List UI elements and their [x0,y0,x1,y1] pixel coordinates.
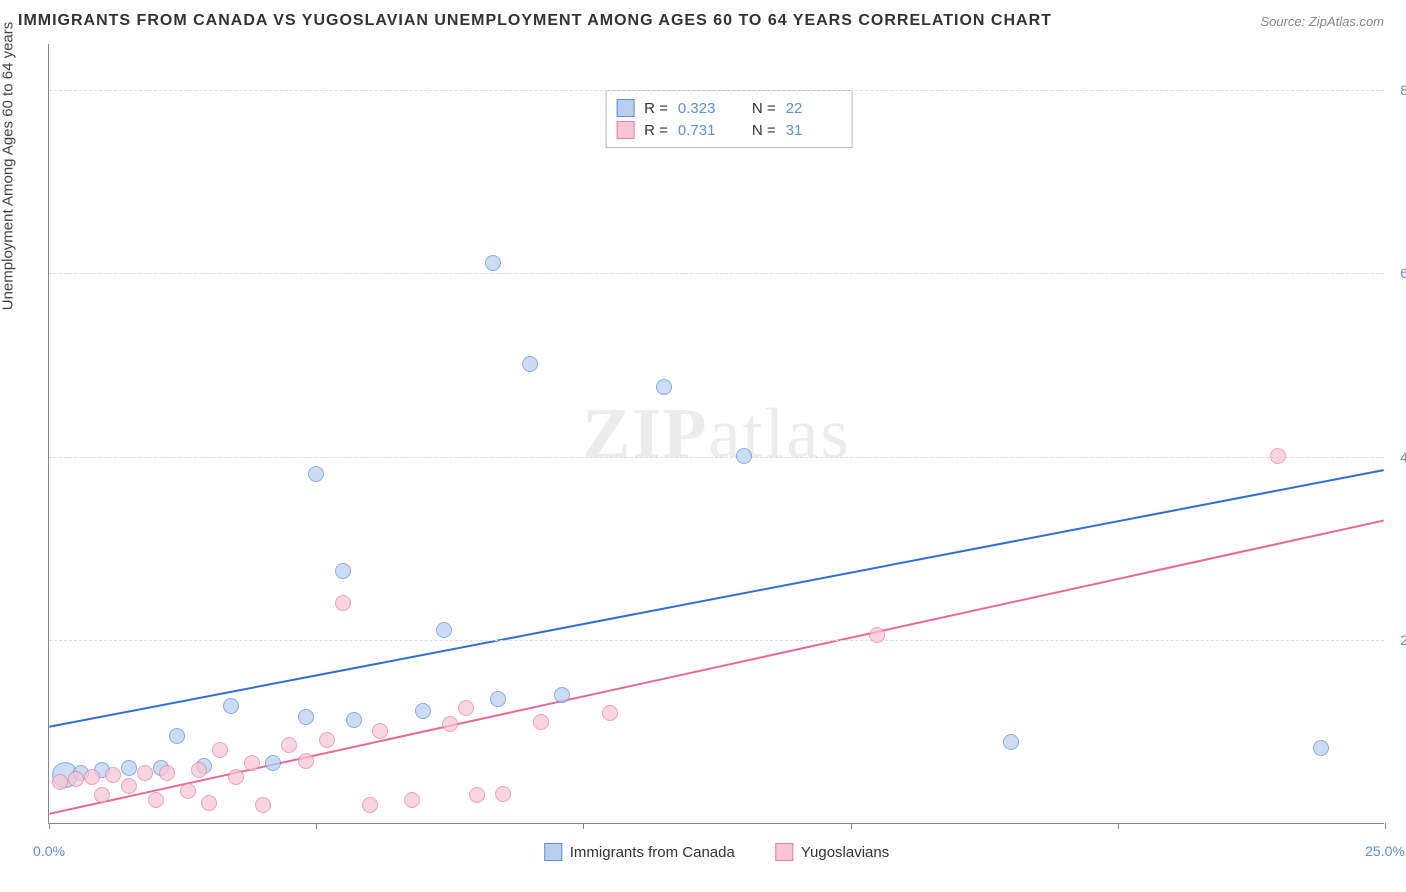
data-point-canada [265,755,281,771]
data-point-yugo [180,783,196,799]
data-point-canada [436,622,452,638]
legend-swatch-yugo [775,843,793,861]
data-point-canada [415,703,431,719]
x-tick [1385,823,1386,829]
data-point-yugo [319,732,335,748]
data-point-yugo [602,705,618,721]
data-point-canada [298,709,314,725]
swatch-yugo [616,121,634,139]
legend-item-canada: Immigrants from Canada [544,843,735,861]
data-point-yugo [201,795,217,811]
data-point-yugo [362,797,378,813]
data-point-yugo [335,595,351,611]
legend-swatch-canada [544,843,562,861]
data-point-canada [346,712,362,728]
data-point-canada [554,687,570,703]
stats-legend-box: R = 0.323 N = 22 R = 0.731 N = 31 [605,90,853,148]
data-point-yugo [469,787,485,803]
gridline [49,457,1384,458]
data-point-canada [1313,740,1329,756]
bottom-legend: Immigrants from Canada Yugoslavians [544,843,889,861]
data-point-yugo [159,765,175,781]
stats-row-yugo: R = 0.731 N = 31 [616,119,838,141]
y-tick-label: 80.0% [1400,82,1406,98]
x-tick-label: 0.0% [33,843,65,859]
data-point-yugo [404,792,420,808]
gridline [49,273,1384,274]
data-point-canada [490,691,506,707]
trend-line-canada [49,470,1383,727]
data-point-yugo [533,714,549,730]
data-point-yugo [228,769,244,785]
data-point-canada [1003,734,1019,750]
stat-r-value-yugo: 0.731 [678,122,730,139]
stat-r-value-canada: 0.323 [678,100,730,117]
y-tick-label: 40.0% [1400,449,1406,465]
gridline [49,90,1384,91]
data-point-yugo [137,765,153,781]
data-point-yugo [121,778,137,794]
data-point-yugo [105,767,121,783]
data-point-canada [223,698,239,714]
stat-n-label: N = [752,122,776,139]
data-point-canada [522,356,538,372]
data-point-yugo [255,797,271,813]
data-point-yugo [94,787,110,803]
legend-label-yugo: Yugoslavians [801,844,889,861]
trend-lines [49,44,1384,823]
data-point-canada [736,448,752,464]
data-point-yugo [458,700,474,716]
x-tick-label: 25.0% [1365,843,1405,859]
stat-n-value-canada: 22 [786,100,838,117]
data-point-yugo [1270,448,1286,464]
data-point-yugo [84,769,100,785]
data-point-canada [485,255,501,271]
data-point-canada [335,563,351,579]
y-tick-label: 60.0% [1400,265,1406,281]
data-point-canada [169,728,185,744]
y-axis-label: Unemployment Among Ages 60 to 64 years [0,22,17,311]
plot-area: ZIPatlas R = 0.323 N = 22 R = 0.731 N = … [48,44,1384,824]
data-point-canada [656,379,672,395]
x-tick [583,823,584,829]
stat-r-label: R = [644,100,668,117]
data-point-yugo [244,755,260,771]
stats-row-canada: R = 0.323 N = 22 [616,97,838,119]
source-attribution: Source: ZipAtlas.com [1260,14,1384,29]
data-point-yugo [281,737,297,753]
legend-label-canada: Immigrants from Canada [570,844,735,861]
stat-n-value-yugo: 31 [786,122,838,139]
legend-item-yugo: Yugoslavians [775,843,889,861]
x-tick [1118,823,1119,829]
gridline [49,640,1384,641]
watermark: ZIPatlas [583,392,851,475]
data-point-yugo [52,774,68,790]
data-point-yugo [212,742,228,758]
data-point-yugo [869,627,885,643]
y-tick-label: 20.0% [1400,632,1406,648]
data-point-yugo [372,723,388,739]
chart-title: IMMIGRANTS FROM CANADA VS YUGOSLAVIAN UN… [18,12,1052,30]
data-point-yugo [191,762,207,778]
data-point-canada [121,760,137,776]
x-tick [851,823,852,829]
x-tick [49,823,50,829]
data-point-yugo [495,786,511,802]
data-point-yugo [442,716,458,732]
data-point-yugo [68,771,84,787]
stat-n-label: N = [752,100,776,117]
x-tick [316,823,317,829]
data-point-yugo [148,792,164,808]
swatch-canada [616,99,634,117]
data-point-canada [308,466,324,482]
stat-r-label: R = [644,122,668,139]
data-point-yugo [298,753,314,769]
